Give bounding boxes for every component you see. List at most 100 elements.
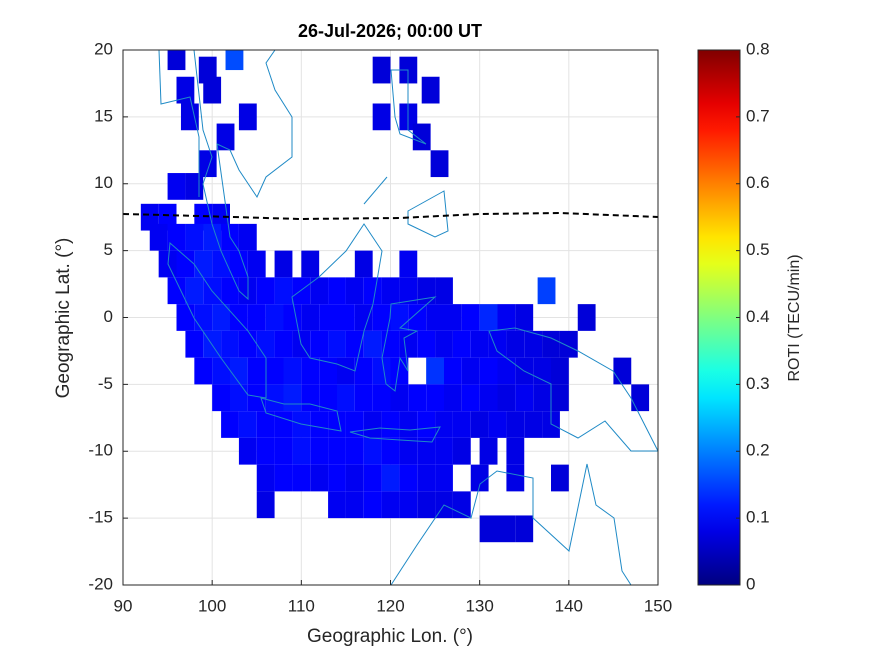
cell <box>301 250 320 278</box>
cell <box>310 411 329 438</box>
cell <box>417 330 436 358</box>
cell <box>176 250 195 278</box>
cell <box>533 357 551 385</box>
cell <box>319 357 337 385</box>
cell <box>292 464 311 492</box>
cell <box>452 437 471 465</box>
cell <box>613 357 632 385</box>
cell <box>426 357 444 385</box>
cell <box>537 277 556 305</box>
cell <box>390 304 409 331</box>
y-tick-label: 10 <box>94 173 113 192</box>
colorbar-label: ROTI (TECU/min) <box>786 254 803 381</box>
cell <box>542 330 560 358</box>
cell <box>238 330 257 358</box>
cell <box>408 304 427 331</box>
coastline <box>488 327 658 452</box>
cell <box>515 384 534 412</box>
cell <box>212 250 230 278</box>
cell <box>506 411 525 438</box>
cell <box>194 357 213 385</box>
cell <box>506 330 525 358</box>
cell <box>363 411 382 438</box>
cell <box>417 411 436 438</box>
cell <box>497 357 516 385</box>
cell <box>310 437 329 465</box>
cell <box>274 330 293 358</box>
cell <box>283 384 302 412</box>
cell <box>452 330 471 358</box>
x-tick-label: 150 <box>644 596 672 615</box>
cell <box>225 50 244 71</box>
cell <box>256 437 275 465</box>
cell <box>176 304 195 331</box>
cell <box>328 277 346 305</box>
cell <box>203 223 222 251</box>
cell <box>247 384 266 412</box>
cell <box>479 437 498 465</box>
coastline <box>260 397 342 432</box>
x-tick-label: 110 <box>288 596 315 615</box>
cell <box>452 411 471 438</box>
cell <box>274 437 293 465</box>
cell <box>363 330 382 358</box>
cell <box>399 250 418 278</box>
cell <box>559 330 578 358</box>
cell <box>221 411 239 438</box>
cell <box>551 384 569 412</box>
cell <box>337 357 355 385</box>
x-tick-label: 100 <box>198 596 226 615</box>
cell <box>337 384 355 412</box>
cell <box>274 250 293 278</box>
cell <box>283 357 302 385</box>
cell <box>551 464 569 492</box>
cell <box>337 304 355 331</box>
cell <box>435 411 453 438</box>
cell <box>381 277 400 305</box>
cell <box>301 384 320 412</box>
cell <box>301 304 320 331</box>
cell <box>479 384 498 412</box>
cell <box>283 304 302 331</box>
cell <box>372 304 391 331</box>
cell <box>363 464 382 492</box>
cell <box>390 384 409 412</box>
cell <box>256 277 275 305</box>
cell <box>497 304 516 331</box>
cell <box>354 384 373 412</box>
y-tick-label: -15 <box>88 508 113 527</box>
cell <box>399 464 418 492</box>
cell <box>363 491 382 519</box>
y-axis-label: Geographic Lat. (°) <box>53 238 74 399</box>
cell <box>221 330 239 358</box>
cell <box>292 277 311 305</box>
cell <box>399 277 418 305</box>
cell <box>399 437 418 465</box>
cell <box>221 277 239 305</box>
colorbar-tick-label: 0.3 <box>746 374 770 393</box>
colorbar-tick-label: 0.5 <box>746 240 770 259</box>
cell <box>479 304 498 331</box>
cell <box>408 384 427 412</box>
cell <box>194 250 213 278</box>
cell <box>497 515 516 543</box>
cell <box>167 223 186 251</box>
cell <box>381 437 400 465</box>
cell <box>372 357 391 385</box>
chart-title: 26-Jul-2026; 00:00 UT <box>298 21 482 41</box>
cell <box>328 330 346 358</box>
x-tick-label: 120 <box>376 596 404 615</box>
cell <box>238 103 257 131</box>
cell <box>488 330 507 358</box>
cell <box>345 491 364 519</box>
cell <box>506 437 525 465</box>
cell <box>167 277 186 305</box>
cell <box>435 330 453 358</box>
y-tick-label: -10 <box>88 441 113 460</box>
cell <box>292 437 311 465</box>
cell <box>194 304 213 331</box>
coastline <box>291 223 383 372</box>
coastline <box>390 69 427 145</box>
coastline <box>407 190 449 238</box>
